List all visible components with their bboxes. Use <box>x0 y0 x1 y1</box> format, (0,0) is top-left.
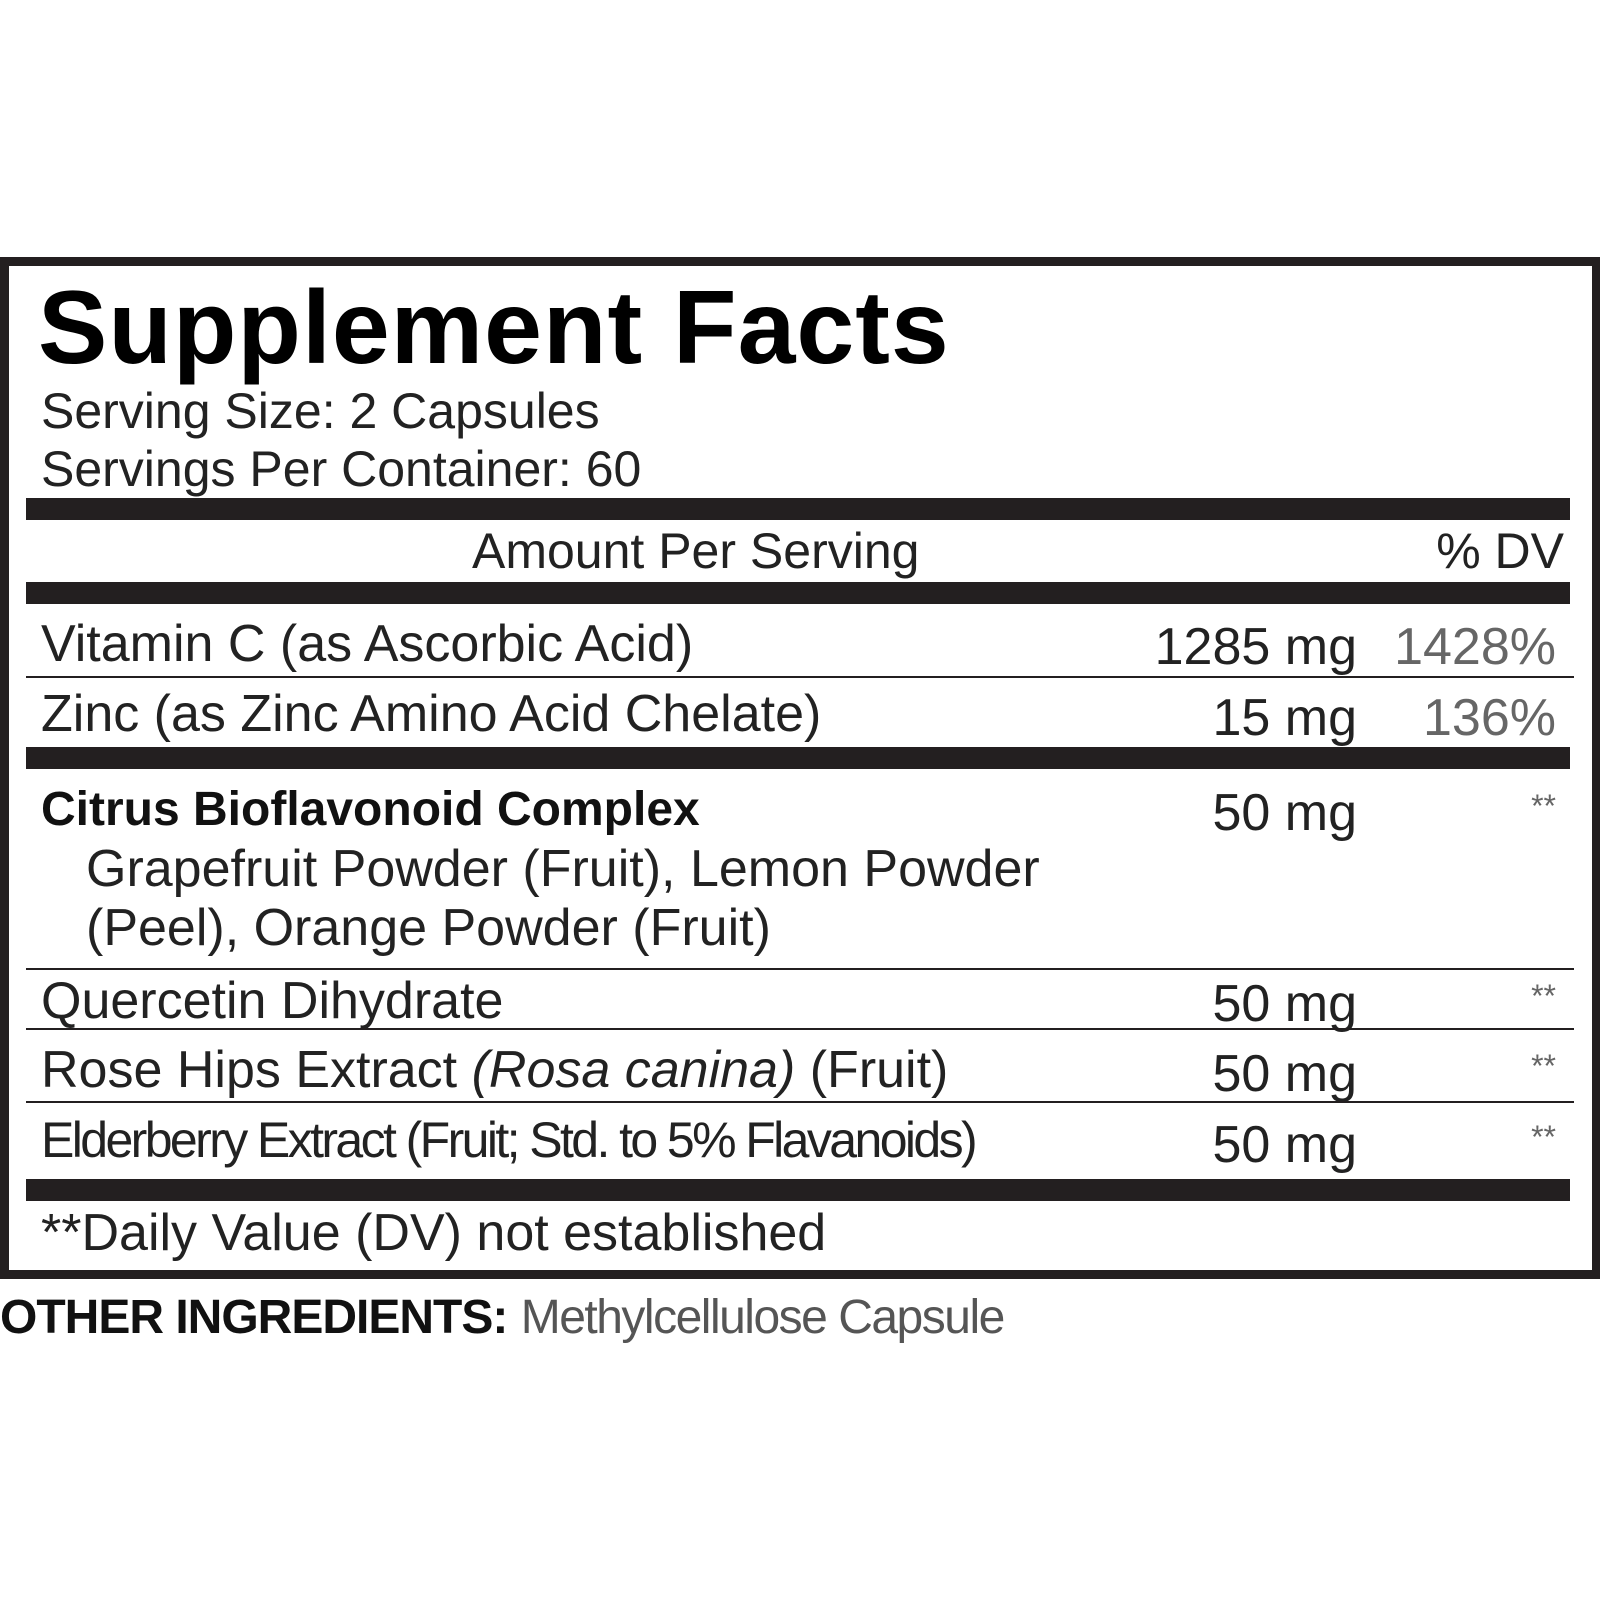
row-amount: 1285 mg <box>1154 618 1357 676</box>
row-amount: 50 mg <box>1212 1045 1357 1103</box>
row-name: Elderberry Extract (Fruit; Std. to 5% Fl… <box>41 1112 978 1168</box>
row-name: Rose Hips Extract (Rosa canina) (Fruit) <box>41 1044 948 1096</box>
row-dv: ** <box>1531 1119 1556 1155</box>
row-name-latin: (Rosa canina) <box>471 1041 796 1099</box>
row-dv: 136% <box>1423 689 1556 747</box>
footnote: **Daily Value (DV) not established <box>41 1204 827 1262</box>
row-dv: ** <box>1531 978 1556 1014</box>
serving-size: Serving Size: 2 Capsules <box>41 383 600 439</box>
dv-header: % DV <box>1436 523 1564 579</box>
divider-thin <box>26 1101 1574 1103</box>
row-name: Zinc (as Zinc Amino Acid Chelate) <box>41 685 822 743</box>
row-dv: ** <box>1531 1048 1556 1084</box>
row-subtext: Grapefruit Powder (Fruit), Lemon Powder <box>86 840 1040 898</box>
row-amount: 50 mg <box>1212 784 1357 842</box>
row-amount: 50 mg <box>1212 975 1357 1033</box>
other-ingredients: OTHER INGREDIENTS: Methylcellulose Capsu… <box>0 1291 1006 1344</box>
row-subtext: (Peel), Orange Powder (Fruit) <box>86 899 771 957</box>
divider-thick <box>26 747 1570 769</box>
divider-thick <box>26 1179 1570 1201</box>
supplement-facts-panel <box>0 257 1600 1279</box>
panel-title: Supplement Facts <box>38 270 950 386</box>
row-amount: 50 mg <box>1212 1116 1357 1174</box>
other-ingredients-value: Methylcellulose Capsule <box>520 1291 1006 1344</box>
row-amount: 15 mg <box>1212 689 1357 747</box>
divider-thick <box>26 498 1570 520</box>
row-name: Citrus Bioflavonoid Complex <box>41 783 700 836</box>
other-ingredients-label: OTHER INGREDIENTS: <box>0 1291 508 1344</box>
row-name: Vitamin C (as Ascorbic Acid) <box>41 615 694 673</box>
amount-per-serving-header: Amount Per Serving <box>472 523 920 579</box>
divider-thick <box>26 582 1570 604</box>
row-name-prefix: Rose Hips Extract <box>41 1041 472 1099</box>
row-name: Quercetin Dihydrate <box>41 972 504 1030</box>
servings-per-container: Servings Per Container: 60 <box>41 441 642 497</box>
divider-thin <box>26 676 1574 678</box>
divider-thin <box>26 1028 1574 1030</box>
row-dv: ** <box>1531 788 1556 824</box>
divider-thin <box>26 968 1574 970</box>
row-name-suffix: (Fruit) <box>795 1041 949 1099</box>
row-dv: 1428% <box>1394 618 1556 676</box>
